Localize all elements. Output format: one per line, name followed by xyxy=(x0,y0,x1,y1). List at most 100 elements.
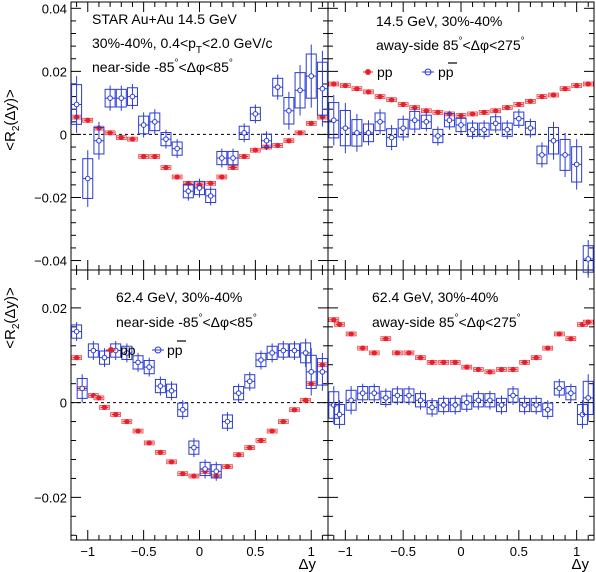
bottom-right-xtick-label: −1 xyxy=(338,544,353,559)
pbarp-point xyxy=(319,369,326,375)
pp-point xyxy=(297,130,303,136)
bottom-left-xtick-label: 0 xyxy=(196,544,203,559)
pbarp-point xyxy=(219,155,225,161)
pp-point xyxy=(469,111,476,117)
pbarp-point xyxy=(202,466,208,472)
pbarp-point xyxy=(365,130,372,136)
top-left-ytick-label: 0.04 xyxy=(42,1,67,16)
pbarp-point xyxy=(191,444,197,451)
pp-point xyxy=(174,174,180,180)
pbarp-point xyxy=(258,357,264,363)
pbarp-point xyxy=(263,137,270,144)
pp-point xyxy=(487,369,493,375)
pp-point xyxy=(527,98,533,104)
pp-point xyxy=(252,147,258,153)
pbarp-point xyxy=(562,152,568,158)
pp-point xyxy=(545,345,551,351)
pp-point xyxy=(481,109,487,115)
pp-point xyxy=(180,471,186,477)
pp-point xyxy=(516,101,522,108)
pbarp-point xyxy=(573,161,580,168)
pp-point xyxy=(101,404,108,410)
pbarp-point xyxy=(112,347,119,354)
pbarp-point xyxy=(269,350,275,356)
pp-point xyxy=(191,473,197,479)
pbarp-point xyxy=(423,119,430,125)
pbarp-point xyxy=(157,383,164,389)
near-side-label: near-side -85 xyxy=(116,314,199,330)
away-side-label: away-side 85 xyxy=(376,37,459,53)
pbarp-point xyxy=(359,390,366,396)
pp-point xyxy=(163,164,169,171)
pp-point xyxy=(539,93,545,100)
pbarp-point xyxy=(475,397,482,404)
pp-point xyxy=(556,331,562,337)
pbarp-point xyxy=(140,122,147,128)
pp-point xyxy=(371,350,377,356)
bottom-right-series-pbarp xyxy=(328,374,594,429)
pp-point xyxy=(280,418,286,425)
top-left-series-pbarp xyxy=(71,44,328,207)
pp-point xyxy=(510,366,516,373)
svg-text:near-side -85°<Δφ<85°: near-side -85°<Δφ<85° xyxy=(116,313,257,330)
pbarp-point xyxy=(135,359,141,366)
pbarp-point xyxy=(179,406,186,413)
pbarp-point xyxy=(498,402,505,408)
experiment-label: STAR Au+Au 14.5 GeV xyxy=(92,11,238,27)
pp-point xyxy=(219,174,225,180)
pp-point xyxy=(269,428,275,434)
pp-point xyxy=(574,82,580,89)
pbarp-point xyxy=(280,347,287,354)
bottom-right-xtick-label: 1 xyxy=(573,544,580,559)
pp-point xyxy=(152,153,158,160)
bottom-right-series-pp xyxy=(328,317,594,375)
pbarp-point xyxy=(348,397,354,404)
pbarp-point xyxy=(146,364,153,370)
svg-text:30%-40%, 0.4<pT<2.0 GeV/c: 30%-40%, 0.4<pT<2.0 GeV/c xyxy=(92,35,272,56)
panel-frames: 0.04 0.02 0 −0.02 −0.04 0.02 0 −0.02 −1 −0.5 0 0.5 1… xyxy=(34,1,595,559)
pbarp-point xyxy=(73,101,80,108)
pp-point xyxy=(146,440,152,446)
bottom-left-ytick-label: 0.02 xyxy=(42,301,67,316)
pp-point xyxy=(141,153,147,160)
top-left-ytick-label: 0 xyxy=(60,127,67,142)
pbarp-point xyxy=(185,188,192,194)
pbarp-point xyxy=(510,392,516,399)
pbarp-point xyxy=(527,125,534,131)
pp-point xyxy=(493,108,499,114)
pbarp-point xyxy=(274,84,281,90)
top-right-series-pp xyxy=(328,81,594,119)
pp-point xyxy=(331,81,337,87)
pbarp-point xyxy=(319,85,326,92)
pbarp-point xyxy=(400,125,406,131)
pbarp-point xyxy=(252,111,259,117)
pbarp-point xyxy=(235,390,242,396)
bottom-left-ytick-label: 0 xyxy=(60,396,67,411)
pp-point xyxy=(336,321,343,328)
pbarp-point xyxy=(291,347,298,354)
pp-point xyxy=(342,82,348,89)
bottom-left-annotations: 62.4 GeV, 30%-40% near-side -85°<Δφ<85° xyxy=(116,289,257,330)
pp-point xyxy=(258,437,264,444)
pbarp-point xyxy=(302,350,309,356)
pp-point xyxy=(394,350,400,356)
pbarp-point xyxy=(196,185,203,191)
pp-point xyxy=(533,355,539,361)
bottom-left-ytick-label: −0.02 xyxy=(34,490,67,505)
pp-point xyxy=(389,97,395,103)
pp-point xyxy=(585,81,591,87)
energy-centrality-label: 62.4 GeV, 30%-40% xyxy=(116,289,242,305)
pp-point xyxy=(331,317,337,323)
pp-point xyxy=(360,345,366,351)
pp-point xyxy=(275,142,281,149)
pp-point xyxy=(562,86,568,92)
pp-point xyxy=(208,180,214,186)
bottom-left-series-pp xyxy=(71,355,328,479)
pbarp-point xyxy=(435,133,441,139)
pp-point xyxy=(113,411,119,418)
pbarp-point xyxy=(504,126,511,133)
pp-point xyxy=(452,359,458,365)
bottom-left-ylabel: <R2(Δy)> xyxy=(2,287,22,349)
pbarp-point xyxy=(129,93,136,100)
pbarp-point xyxy=(487,397,493,404)
